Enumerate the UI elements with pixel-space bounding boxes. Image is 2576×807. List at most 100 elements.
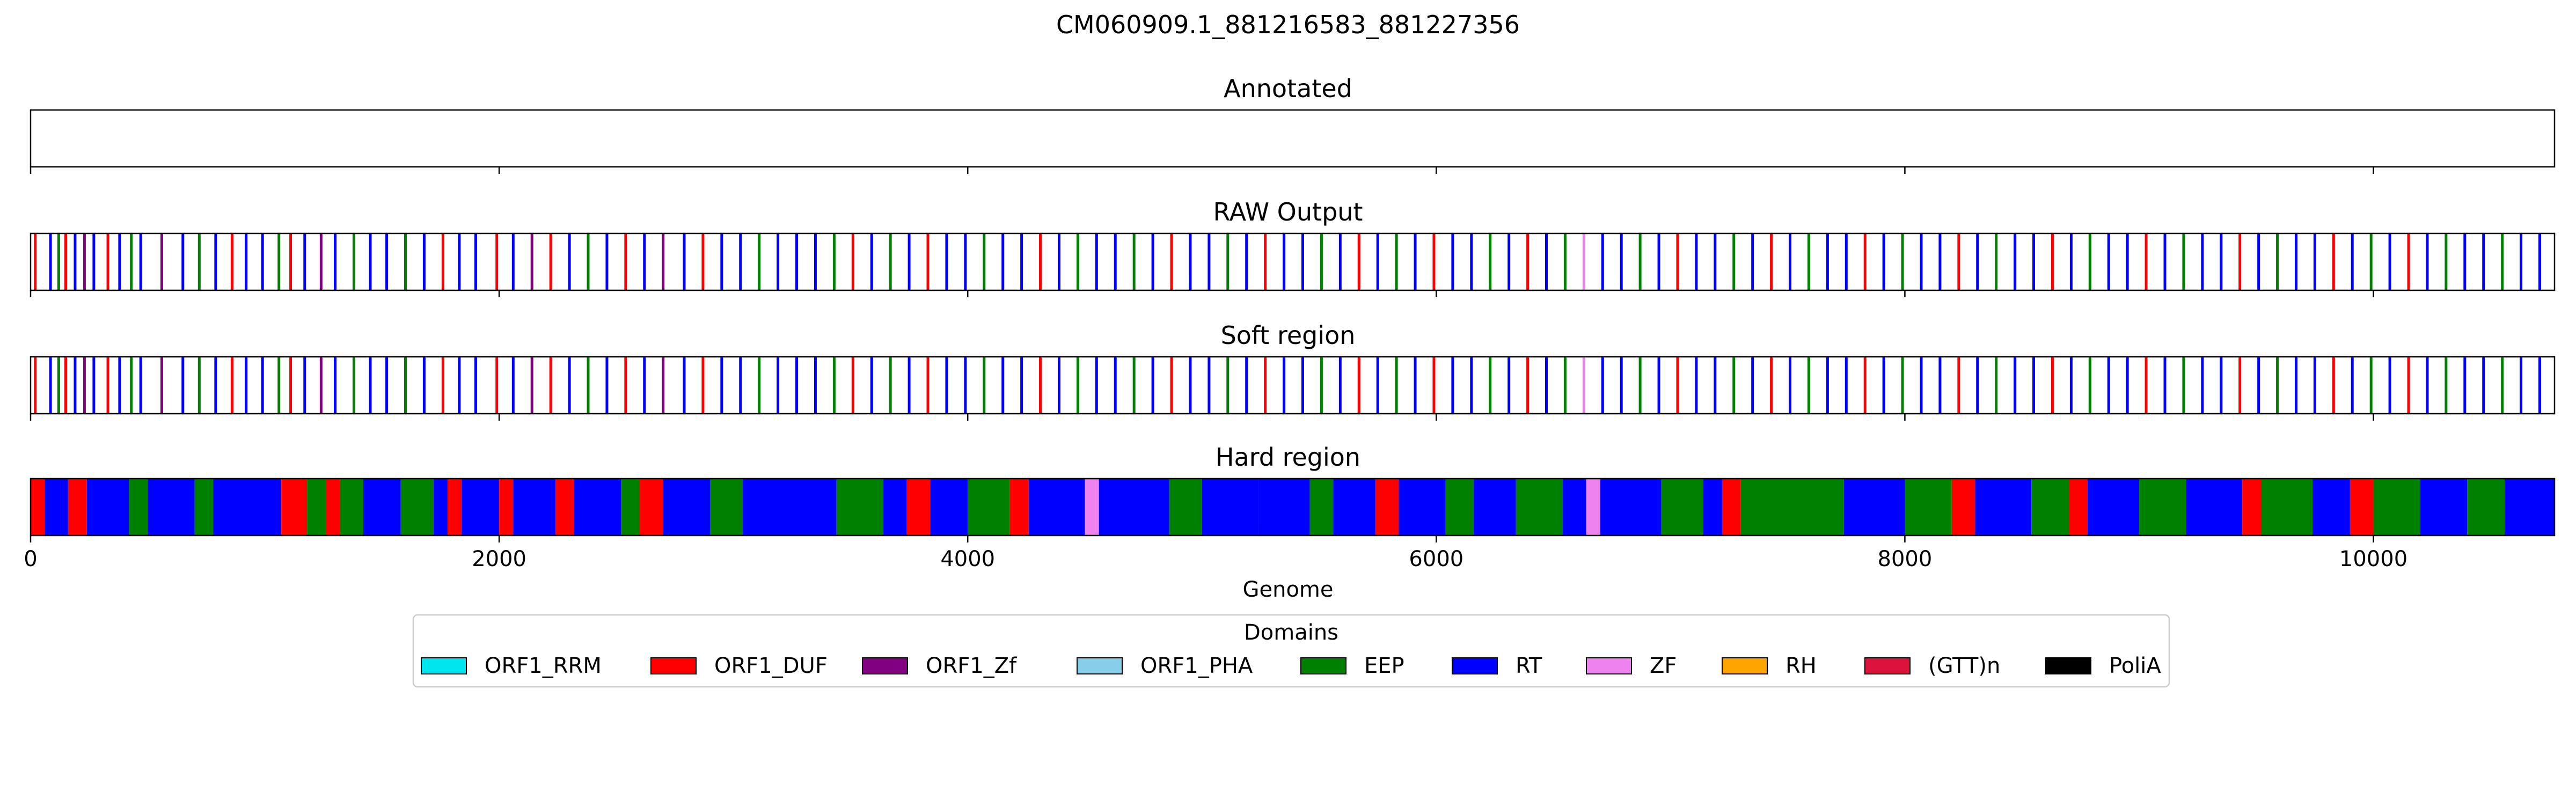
domain-span bbox=[836, 479, 884, 535]
domain-span bbox=[2069, 479, 2088, 535]
legend-label: (GTT)n bbox=[1928, 654, 2000, 678]
track-title: Hard region bbox=[1216, 443, 1360, 472]
domain-span bbox=[31, 479, 45, 535]
domain-span bbox=[883, 479, 907, 535]
domain-span bbox=[663, 479, 711, 535]
domain-span bbox=[1661, 479, 1703, 535]
domain-span bbox=[2420, 479, 2468, 535]
legend-item: ORF1_Zf bbox=[862, 654, 1017, 678]
domain-span bbox=[1399, 479, 1446, 535]
domain-span bbox=[1843, 479, 1905, 535]
track-marks bbox=[34, 357, 2541, 414]
domain-span bbox=[621, 479, 640, 535]
domain-span bbox=[2260, 479, 2313, 535]
domain-span bbox=[499, 479, 514, 535]
legend-swatch bbox=[650, 657, 697, 674]
domain-span bbox=[1258, 479, 1310, 535]
legend-item: RT bbox=[1452, 654, 1542, 678]
legend: Domains ORF1_RRM ORF1_DUF ORF1_Zf ORF1_PHA EE… bbox=[412, 614, 2170, 688]
domain-span bbox=[968, 479, 1010, 535]
legend-swatch bbox=[1722, 657, 1768, 674]
track-title: RAW Output bbox=[1213, 197, 1363, 226]
domain-span bbox=[1333, 479, 1375, 535]
domain-span bbox=[307, 479, 326, 535]
legend-item: PoliA bbox=[2045, 654, 2161, 678]
domain-span bbox=[1445, 479, 1474, 535]
track-frame bbox=[30, 356, 2556, 415]
domain-span bbox=[574, 479, 621, 535]
domain-span bbox=[1516, 479, 1563, 535]
domain-span bbox=[513, 479, 555, 535]
legend-swatch bbox=[862, 657, 908, 674]
legend-label: RT bbox=[1516, 654, 1542, 678]
domain-span bbox=[448, 479, 462, 535]
legend-label: ORF1_Zf bbox=[926, 654, 1017, 678]
domain-span bbox=[2467, 479, 2505, 535]
domain-span bbox=[2312, 479, 2350, 535]
domain-span bbox=[906, 479, 931, 535]
domain-span bbox=[1169, 479, 1202, 535]
x-tick-label: 2000 bbox=[472, 547, 526, 571]
legend-swatch bbox=[421, 657, 467, 674]
domain-span bbox=[2242, 479, 2261, 535]
domain-span bbox=[194, 479, 214, 535]
domain-span bbox=[1474, 479, 1516, 535]
legend-label: EEP bbox=[1364, 654, 1404, 678]
domain-span bbox=[1740, 479, 1844, 535]
legend-swatch bbox=[1586, 657, 1632, 674]
track-2: Soft region bbox=[30, 321, 2556, 421]
domain-span bbox=[433, 479, 448, 535]
x-tick-label: 4000 bbox=[940, 547, 995, 571]
legend-item: (GTT)n bbox=[1864, 654, 2000, 678]
domain-span bbox=[86, 479, 129, 535]
domain-span bbox=[462, 479, 500, 535]
domain-span bbox=[1586, 479, 1600, 535]
domain-span bbox=[1600, 479, 1662, 535]
legend-item: ORF1_PHA bbox=[1077, 654, 1253, 678]
legend-item: ORF1_RRM bbox=[421, 654, 602, 678]
domain-span bbox=[2031, 479, 2069, 535]
domain-span bbox=[743, 479, 837, 535]
legend-label: ZF bbox=[1650, 654, 1677, 678]
domain-span bbox=[68, 479, 87, 535]
domain-span bbox=[1703, 479, 1722, 535]
x-axis-label: Genome bbox=[1242, 577, 1333, 602]
track-marks bbox=[34, 233, 2541, 290]
figure-title: CM060909.1_881216583_881227356 bbox=[1056, 10, 1520, 39]
domain-span bbox=[363, 479, 401, 535]
domain-span bbox=[1722, 479, 1741, 535]
legend-item: RH bbox=[1722, 654, 1817, 678]
legend-label: ORF1_RRM bbox=[485, 654, 602, 678]
track-1: RAW Output bbox=[30, 197, 2556, 297]
legend-swatch bbox=[1864, 657, 1911, 674]
legend-item: EEP bbox=[1300, 654, 1404, 678]
domain-span bbox=[2373, 479, 2420, 535]
legend-item: ORF1_DUF bbox=[650, 654, 828, 678]
domain-span bbox=[710, 479, 743, 535]
domain-span bbox=[1375, 479, 1399, 535]
domain-span bbox=[45, 479, 68, 535]
legend-title: Domains bbox=[1244, 620, 1338, 645]
track-title: Annotated bbox=[1224, 74, 1352, 103]
track-0: Annotated bbox=[30, 74, 2556, 174]
domain-span bbox=[1202, 479, 1258, 535]
x-tick-label: 10000 bbox=[2339, 547, 2407, 571]
domain-span bbox=[2139, 479, 2186, 535]
x-tick-label: 8000 bbox=[1878, 547, 1933, 571]
domain-span bbox=[213, 479, 282, 535]
track-3: Hard region 0 2000 4000 6000 8000 10000 bbox=[24, 443, 2556, 571]
domain-span bbox=[400, 479, 434, 535]
domain-span bbox=[1028, 479, 1085, 535]
domain-span bbox=[2087, 479, 2139, 535]
domain-span bbox=[281, 479, 308, 535]
track-frame bbox=[30, 232, 2556, 291]
domain-span bbox=[1099, 479, 1169, 535]
domain-span bbox=[930, 479, 968, 535]
legend-label: PoliA bbox=[2109, 654, 2161, 678]
domain-span bbox=[1905, 479, 1952, 535]
domain-span bbox=[1951, 479, 1975, 535]
legend-label: ORF1_DUF bbox=[714, 654, 828, 678]
domain-span bbox=[129, 479, 148, 535]
domain-span bbox=[340, 479, 363, 535]
